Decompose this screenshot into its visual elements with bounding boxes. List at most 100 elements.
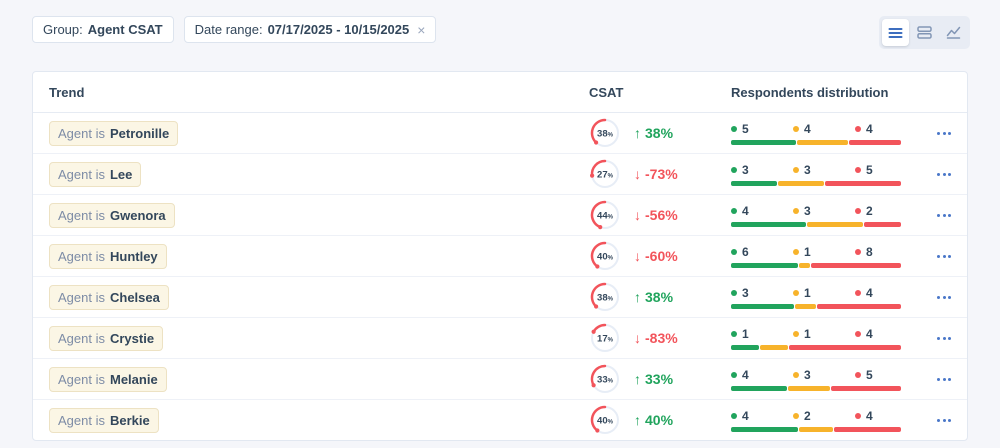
yellow-dot-icon bbox=[793, 289, 799, 296]
yellow-dot-icon bbox=[793, 125, 799, 132]
neutral-count-value: 3 bbox=[804, 203, 811, 218]
distribution-labels: 4 3 2 bbox=[731, 204, 917, 218]
neutral-count: 2 bbox=[793, 409, 855, 423]
row-menu-button[interactable] bbox=[935, 290, 953, 305]
trend-change: ↑ 38% bbox=[634, 289, 673, 305]
table-row: Agent is Petronille 38% ↑ 38% 5 4 bbox=[33, 113, 967, 154]
row-menu-button[interactable] bbox=[935, 331, 953, 346]
trend-change-value: 38% bbox=[645, 125, 674, 141]
menu-cell bbox=[921, 126, 967, 141]
csat-gauge: 27% bbox=[589, 158, 621, 190]
agent-filter-chip[interactable]: Agent is Lee bbox=[49, 161, 142, 187]
agent-filter-chip[interactable]: Agent is Gwenora bbox=[49, 202, 175, 228]
row-menu-button[interactable] bbox=[935, 208, 953, 223]
positive-count-value: 1 bbox=[742, 326, 749, 341]
list-icon bbox=[888, 27, 903, 39]
distribution-labels: 3 1 4 bbox=[731, 286, 917, 300]
negative-count: 4 bbox=[855, 409, 917, 423]
agent-chip-name: Crystie bbox=[109, 330, 155, 346]
chart-view-button[interactable] bbox=[940, 19, 967, 46]
agent-filter-chip[interactable]: Agent is Berkie bbox=[49, 407, 159, 433]
distribution-bar-segment bbox=[799, 426, 833, 432]
negative-count: 8 bbox=[855, 245, 917, 259]
distribution-bar-segment bbox=[849, 139, 901, 145]
distribution-bar-segment bbox=[777, 180, 824, 186]
group-filter-label: Group: bbox=[43, 22, 83, 37]
red-dot-icon bbox=[855, 207, 861, 214]
respondents-cell: 4 3 2 bbox=[721, 204, 921, 227]
agent-filter-chip[interactable]: Agent is Crystie bbox=[49, 325, 164, 351]
csat-gauge: 44% bbox=[589, 199, 621, 231]
yellow-dot-icon bbox=[793, 166, 799, 173]
menu-cell bbox=[921, 290, 967, 305]
agent-chip-prefix: Agent is bbox=[58, 125, 105, 141]
group-filter-value: Agent CSAT bbox=[87, 22, 163, 37]
red-dot-icon bbox=[855, 330, 861, 337]
agent-chip-prefix: Agent is bbox=[58, 248, 105, 264]
group-filter-chip[interactable]: Group: Agent CSAT bbox=[32, 16, 174, 43]
date-range-filter-chip[interactable]: Date range: 07/17/2025 - 10/15/2025 × bbox=[183, 16, 437, 43]
positive-count-value: 4 bbox=[742, 408, 749, 423]
trend-change: ↑ 38% bbox=[634, 125, 673, 141]
menu-cell bbox=[921, 249, 967, 264]
distribution-labels: 6 1 8 bbox=[731, 245, 917, 259]
distribution-bar-segment bbox=[789, 344, 901, 350]
neutral-count-value: 2 bbox=[804, 408, 811, 423]
trend-cell: Agent is Chelsea bbox=[33, 284, 581, 310]
line-chart-icon bbox=[946, 26, 961, 39]
distribution-bar-segment bbox=[831, 385, 901, 391]
red-dot-icon bbox=[855, 248, 861, 255]
csat-gauge: 17% bbox=[589, 322, 621, 354]
agent-filter-chip[interactable]: Agent is Chelsea bbox=[49, 284, 169, 310]
positive-count: 1 bbox=[731, 327, 793, 341]
red-dot-icon bbox=[855, 289, 861, 296]
card-view-button[interactable] bbox=[911, 19, 938, 46]
row-menu-button[interactable] bbox=[935, 249, 953, 264]
list-view-button[interactable] bbox=[882, 19, 909, 46]
positive-count: 3 bbox=[731, 163, 793, 177]
green-dot-icon bbox=[731, 412, 737, 419]
csat-cell: 17% ↓ -83% bbox=[581, 322, 721, 354]
trend-change: ↓ -56% bbox=[634, 207, 678, 223]
respondents-cell: 4 2 4 bbox=[721, 409, 921, 432]
row-menu-button[interactable] bbox=[935, 372, 953, 387]
negative-count-value: 4 bbox=[866, 285, 873, 300]
agent-chip-name: Lee bbox=[109, 166, 133, 182]
trend-cell: Agent is Petronille bbox=[33, 120, 581, 146]
csat-gauge: 38% bbox=[589, 281, 621, 313]
csat-cell: 33% ↑ 33% bbox=[581, 363, 721, 395]
negative-count-value: 4 bbox=[866, 121, 873, 136]
trend-cell: Agent is Crystie bbox=[33, 325, 581, 351]
row-menu-button[interactable] bbox=[935, 167, 953, 182]
red-dot-icon bbox=[855, 412, 861, 419]
svg-text:38%: 38% bbox=[597, 129, 614, 140]
close-icon[interactable]: × bbox=[417, 21, 426, 38]
distribution-labels: 1 1 4 bbox=[731, 327, 917, 341]
menu-cell bbox=[921, 331, 967, 346]
agent-filter-chip[interactable]: Agent is Melanie bbox=[49, 366, 167, 392]
neutral-count-value: 3 bbox=[804, 162, 811, 177]
negative-count: 4 bbox=[855, 327, 917, 341]
agent-chip-prefix: Agent is bbox=[58, 207, 105, 223]
distribution-bar-segment bbox=[863, 221, 901, 227]
trend-arrow-icon: ↑ bbox=[634, 412, 641, 428]
trend-change-value: 40% bbox=[645, 412, 674, 428]
agent-filter-chip[interactable]: Agent is Huntley bbox=[49, 243, 167, 269]
agent-chip-prefix: Agent is bbox=[58, 371, 105, 387]
neutral-count: 3 bbox=[793, 368, 855, 382]
yellow-dot-icon bbox=[793, 412, 799, 419]
table-row: Agent is Gwenora 44% ↓ -56% 4 3 bbox=[33, 195, 967, 236]
distribution-bar-segment bbox=[731, 262, 799, 268]
csat-cell: 40% ↓ -60% bbox=[581, 240, 721, 272]
yellow-dot-icon bbox=[793, 371, 799, 378]
agent-filter-chip[interactable]: Agent is Petronille bbox=[49, 120, 179, 146]
menu-cell bbox=[921, 167, 967, 182]
row-menu-button[interactable] bbox=[935, 126, 953, 141]
distribution-bar-segment bbox=[760, 344, 788, 350]
menu-cell bbox=[921, 372, 967, 387]
positive-count-value: 6 bbox=[742, 244, 749, 259]
distribution-labels: 3 3 5 bbox=[731, 163, 917, 177]
negative-count-value: 4 bbox=[866, 326, 873, 341]
negative-count-value: 5 bbox=[866, 367, 873, 382]
row-menu-button[interactable] bbox=[935, 413, 953, 428]
